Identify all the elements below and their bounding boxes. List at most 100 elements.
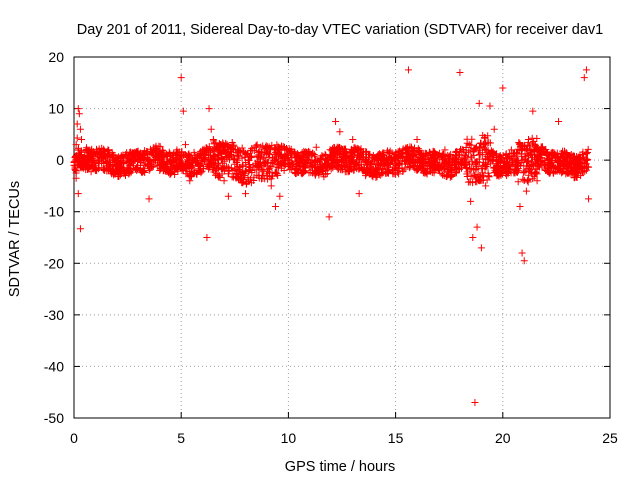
data-point [529, 107, 537, 115]
data-point [231, 166, 239, 174]
y-tick-label: -50 [44, 410, 64, 426]
data-point [447, 164, 455, 172]
data-point [113, 154, 121, 162]
data-point [91, 166, 99, 174]
data-point [512, 166, 520, 174]
data-point [585, 195, 593, 203]
y-tick-label: 0 [56, 152, 64, 168]
data-point [297, 169, 305, 177]
data-point [398, 164, 406, 172]
data-point [355, 190, 363, 198]
data-point [377, 159, 385, 167]
data-point [434, 161, 442, 169]
data-point [332, 117, 340, 125]
data-point [134, 151, 142, 159]
data-point [469, 234, 477, 241]
data-point [85, 146, 93, 154]
y-tick-label: -10 [44, 204, 64, 220]
data-point [181, 141, 189, 149]
data-point [576, 151, 584, 159]
data-point [475, 99, 483, 107]
data-point [533, 177, 541, 185]
data-point [272, 203, 280, 211]
y-tick-label: 20 [48, 49, 64, 65]
data-point [503, 154, 511, 162]
dense-noise-band [70, 131, 592, 188]
data-point [248, 166, 256, 174]
data-point [177, 74, 185, 82]
data-point [220, 177, 228, 185]
data-point [145, 195, 153, 203]
data-point [419, 161, 427, 169]
data-point [413, 136, 421, 144]
data-point [456, 68, 464, 76]
data-point [72, 141, 80, 149]
data-point [525, 136, 533, 144]
data-point [383, 148, 391, 156]
data-point [537, 151, 545, 159]
data-point [71, 164, 79, 172]
data-point [186, 177, 194, 185]
data-point [207, 125, 215, 133]
x-tick-label: 25 [602, 430, 618, 446]
data-point [190, 148, 198, 156]
data-point [263, 172, 271, 180]
data-point [78, 148, 86, 156]
data-point [267, 182, 275, 190]
data-point [582, 66, 590, 74]
data-point [224, 192, 232, 200]
data-point [78, 136, 86, 144]
data-point [473, 223, 481, 231]
data-point [254, 151, 262, 159]
data-point [74, 105, 82, 113]
data-point [340, 151, 348, 159]
data-point [486, 102, 494, 110]
data-point [74, 190, 82, 198]
data-point [160, 151, 168, 159]
data-point [471, 399, 479, 407]
y-tick-label: -20 [44, 255, 64, 271]
data-point [362, 172, 370, 180]
y-axis-label: SDTVAR / TECUs [7, 181, 23, 297]
data-point [242, 190, 250, 198]
data-point [555, 117, 563, 125]
data-point [104, 164, 112, 172]
data-point [404, 66, 412, 74]
data-point [325, 213, 333, 221]
data-point [563, 154, 571, 162]
x-axis-label: GPS time / hours [285, 459, 395, 475]
data-point [280, 166, 288, 174]
x-tick-label: 20 [495, 430, 511, 446]
data-point [203, 234, 211, 241]
data-point [518, 249, 526, 257]
data-point [75, 110, 83, 118]
data-point [119, 166, 127, 174]
data-point [570, 164, 578, 172]
x-tick-label: 15 [388, 430, 404, 446]
data-point [76, 125, 84, 133]
data-point [548, 148, 556, 156]
data-point [72, 169, 80, 177]
y-tick-label: 10 [48, 101, 64, 117]
data-point [426, 148, 434, 156]
data-point [495, 166, 503, 174]
x-tick-label: 5 [177, 430, 185, 446]
axis-ticks: 0 5 10 15 20 25 20 10 0 -10 -20 -30 -40 -50 [44, 49, 618, 446]
data-point [73, 120, 81, 128]
data-point [507, 146, 515, 154]
data-point [194, 166, 202, 174]
data-point [199, 146, 207, 154]
data-point [156, 166, 164, 174]
plot-frame [73, 56, 611, 419]
data-point [141, 161, 149, 169]
data-point [80, 154, 88, 162]
data-point [73, 134, 81, 142]
data-point [76, 225, 84, 233]
data-point [516, 203, 524, 211]
data-point [580, 74, 588, 82]
data-point [216, 148, 224, 156]
data-point [319, 166, 327, 174]
chart-title: Day 201 of 2011, Sidereal Day-to-day VTE… [77, 22, 604, 38]
y-tick-label: -40 [44, 358, 64, 374]
